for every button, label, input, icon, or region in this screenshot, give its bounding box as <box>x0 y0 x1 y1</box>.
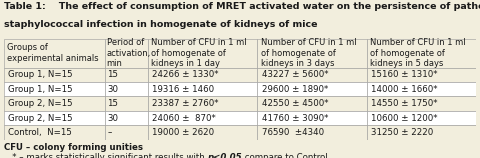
Bar <box>4 82 106 96</box>
Bar <box>257 39 367 67</box>
Bar <box>4 39 106 67</box>
Text: Groups of
experimental animals: Groups of experimental animals <box>7 43 98 63</box>
Text: Number of CFU in 1 ml
of homogenate of
kidneys in 5 days: Number of CFU in 1 ml of homogenate of k… <box>371 38 466 68</box>
Bar <box>367 82 476 96</box>
Text: Number of CFU in 1 ml
of homogenate of
kidneys in 3 days: Number of CFU in 1 ml of homogenate of k… <box>261 38 356 68</box>
Bar <box>106 125 148 140</box>
Text: 19000 ± 2620: 19000 ± 2620 <box>152 128 215 137</box>
Text: 15160 ± 1310*: 15160 ± 1310* <box>372 70 438 79</box>
Bar <box>106 111 148 125</box>
Bar <box>257 111 367 125</box>
Text: 30: 30 <box>107 85 118 94</box>
Bar <box>367 39 476 67</box>
Bar <box>148 39 257 67</box>
Text: 24266 ± 1330*: 24266 ± 1330* <box>152 70 219 79</box>
Text: * – marks statistically significant results with: * – marks statistically significant resu… <box>4 153 207 158</box>
Bar <box>257 96 367 111</box>
Bar <box>148 125 257 140</box>
Text: 43227 ± 5600*: 43227 ± 5600* <box>262 70 328 79</box>
Text: compare to Control: compare to Control <box>242 153 327 158</box>
Bar <box>148 67 257 82</box>
Bar <box>4 125 106 140</box>
Text: Table 1:    The effect of consumption of MRET activated water on the persistence: Table 1: The effect of consumption of MR… <box>4 2 480 11</box>
Text: 31250 ± 2220: 31250 ± 2220 <box>372 128 433 137</box>
Text: 10600 ± 1200*: 10600 ± 1200* <box>372 114 438 123</box>
Text: staphylococcal infection in homogenate of kidneys of mice: staphylococcal infection in homogenate o… <box>4 20 317 29</box>
Bar <box>367 67 476 82</box>
Text: 30: 30 <box>107 114 118 123</box>
Text: Group 1, N=15: Group 1, N=15 <box>8 70 72 79</box>
Bar <box>4 96 106 111</box>
Text: 14550 ± 1750*: 14550 ± 1750* <box>372 99 438 108</box>
Bar <box>367 125 476 140</box>
Text: Control,  N=15: Control, N=15 <box>8 128 72 137</box>
Bar <box>106 67 148 82</box>
Text: Group 2, N=15: Group 2, N=15 <box>8 114 72 123</box>
Bar <box>4 111 106 125</box>
Bar <box>106 82 148 96</box>
Text: p<0.05: p<0.05 <box>207 153 242 158</box>
Text: 23387 ± 2760*: 23387 ± 2760* <box>152 99 219 108</box>
Bar <box>148 111 257 125</box>
Text: 41760 ± 3090*: 41760 ± 3090* <box>262 114 328 123</box>
Bar <box>257 125 367 140</box>
Text: 76590  ±4340: 76590 ±4340 <box>262 128 324 137</box>
Text: 15: 15 <box>107 99 118 108</box>
Text: 29600 ± 1890*: 29600 ± 1890* <box>262 85 328 94</box>
Text: Period of
activation,
min: Period of activation, min <box>107 38 151 68</box>
Text: 24060 ±  870*: 24060 ± 870* <box>152 114 216 123</box>
Text: 14000 ± 1660*: 14000 ± 1660* <box>372 85 438 94</box>
Text: 19316 ± 1460: 19316 ± 1460 <box>152 85 215 94</box>
Text: –: – <box>107 128 111 137</box>
Bar <box>257 67 367 82</box>
Bar <box>367 111 476 125</box>
Bar <box>106 96 148 111</box>
Bar <box>4 67 106 82</box>
Bar <box>148 82 257 96</box>
Text: Number of CFU in 1 ml
of homogenate of
kidneys in 1 day: Number of CFU in 1 ml of homogenate of k… <box>151 38 247 68</box>
Bar <box>106 39 148 67</box>
Text: Group 1, N=15: Group 1, N=15 <box>8 85 72 94</box>
Text: CFU – colony forming unities: CFU – colony forming unities <box>4 143 143 152</box>
Bar <box>257 82 367 96</box>
Bar <box>367 96 476 111</box>
Text: 42550 ± 4500*: 42550 ± 4500* <box>262 99 328 108</box>
Text: Group 2, N=15: Group 2, N=15 <box>8 99 72 108</box>
Bar <box>148 96 257 111</box>
Text: 15: 15 <box>107 70 118 79</box>
